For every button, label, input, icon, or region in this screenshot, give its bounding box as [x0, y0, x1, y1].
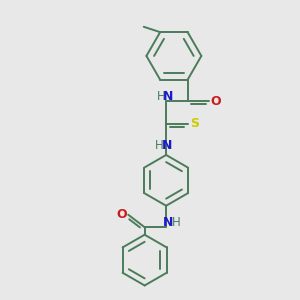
Text: H: H	[172, 216, 181, 229]
Text: S: S	[190, 117, 199, 130]
Text: H: H	[156, 90, 165, 103]
Text: O: O	[210, 95, 221, 108]
Text: O: O	[116, 208, 127, 220]
Text: H: H	[155, 139, 164, 152]
Text: N: N	[163, 216, 174, 229]
Text: N: N	[163, 90, 174, 103]
Text: N: N	[162, 139, 172, 152]
